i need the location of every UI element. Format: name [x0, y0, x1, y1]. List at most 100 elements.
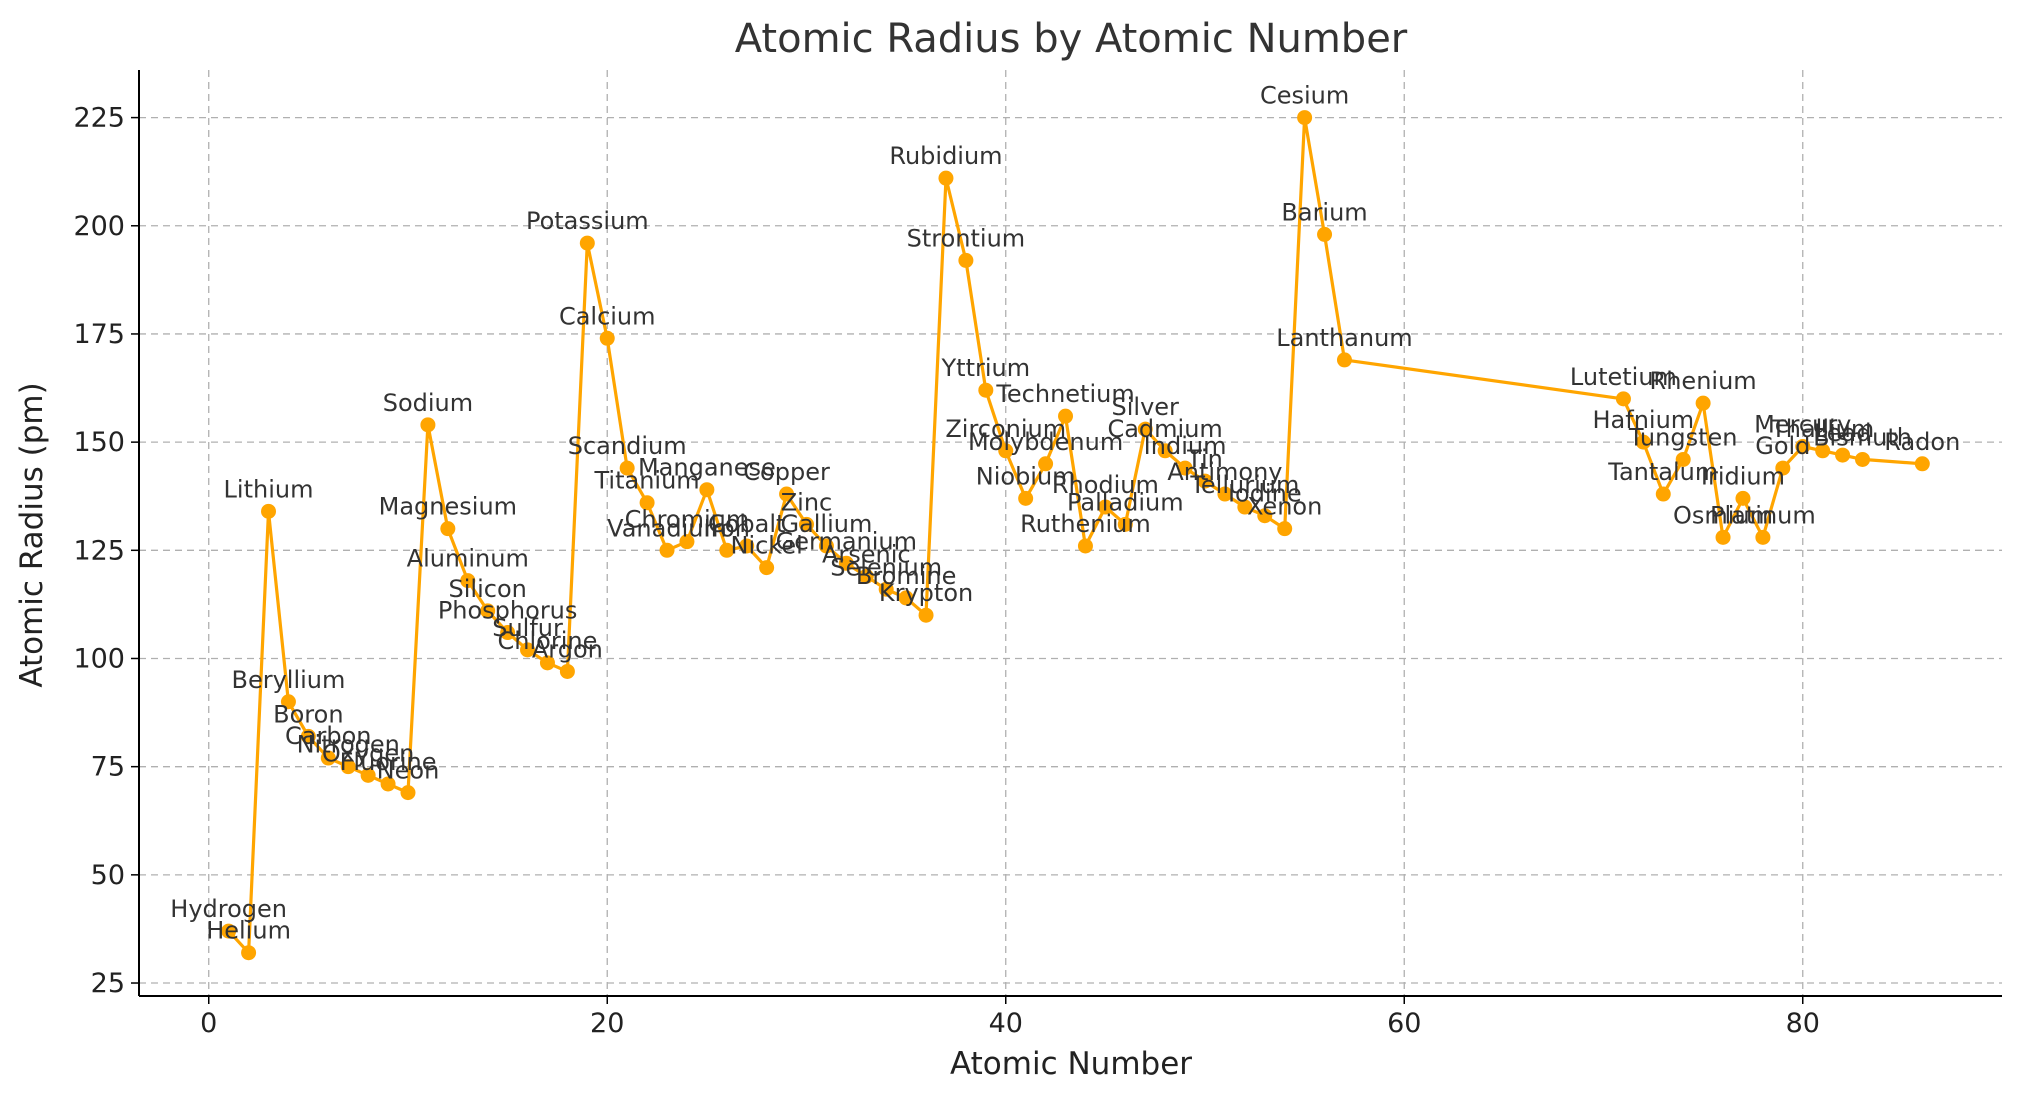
data-point-label: Magnesium [379, 493, 517, 521]
data-point [1197, 473, 1213, 489]
data-point-label: Cesium [1260, 82, 1349, 110]
data-point-label: Chromium [625, 506, 750, 534]
data-point-label: Mercury [1754, 410, 1851, 438]
y-axis-ticks: 25 50 75 100 125 150 175 200 225 [73, 103, 139, 999]
data-point-label: Cadmium [1107, 415, 1222, 443]
data-point [1157, 443, 1173, 459]
data-point [958, 252, 974, 268]
data-point [619, 460, 635, 476]
data-point [440, 521, 456, 537]
series-line-group [221, 110, 1930, 961]
data-point [818, 538, 834, 554]
data-point-label: Arsenic [822, 540, 911, 568]
x-axis-label: Atomic Number [950, 1046, 1192, 1082]
data-point-label: Lithium [224, 475, 314, 503]
data-point-label: Tungsten [1628, 423, 1738, 451]
data-point-label: Hafnium [1593, 406, 1695, 434]
data-point [1655, 486, 1671, 502]
data-point [1038, 456, 1054, 472]
data-point [599, 330, 615, 346]
data-point-label: Gallium [780, 510, 872, 538]
data-point [838, 555, 854, 571]
data-point-label: Zirconium [945, 415, 1066, 443]
data-point-label: Lutetium [1570, 363, 1677, 391]
data-point-label: Iodine [1228, 480, 1302, 508]
data-point [759, 560, 775, 576]
data-point [1217, 486, 1233, 502]
data-point-label: Oxygen [322, 739, 415, 767]
data-point [858, 568, 874, 584]
axes [138, 70, 2002, 997]
data-point-label: Krypton [879, 579, 973, 607]
data-point [978, 382, 994, 398]
data-point [998, 443, 1014, 459]
data-point [520, 642, 536, 658]
data-point [500, 625, 516, 641]
grid-lines [139, 70, 2002, 996]
x-tick-label: 0 [200, 1008, 217, 1039]
data-point-label: Palladium [1067, 488, 1184, 516]
data-point-label: Ruthenium [1020, 510, 1151, 538]
x-axis-ticks: 0 20 40 60 80 [200, 996, 1820, 1039]
data-point-label: Manganese [638, 454, 776, 482]
data-point-label: Lead [1814, 419, 1872, 447]
data-point-label: Carbon [285, 722, 371, 750]
data-point [1635, 434, 1651, 450]
data-point [1615, 391, 1631, 407]
data-point [699, 482, 715, 498]
data-point [1795, 438, 1811, 454]
data-point [480, 603, 496, 619]
data-point [1835, 447, 1851, 463]
data-point-label: Silicon [449, 575, 527, 603]
data-point [739, 538, 755, 554]
y-tick-label: 175 [73, 319, 125, 350]
data-point-label: Yttrium [941, 354, 1031, 382]
data-point [1675, 451, 1691, 467]
data-point [380, 776, 396, 792]
data-point-label: Potassium [526, 207, 649, 235]
data-point-label: Sulfur [492, 614, 563, 642]
data-point [1297, 110, 1313, 126]
x-tick-label: 80 [1786, 1008, 1820, 1039]
data-point-label: Chlorine [498, 627, 598, 655]
data-point [1177, 460, 1193, 476]
data-point [241, 945, 257, 961]
chart-title: Atomic Radius by Atomic Number [735, 16, 1408, 62]
y-axis-label: Atomic Radius (pm) [14, 382, 50, 687]
data-point-label: Sodium [383, 389, 473, 417]
y-tick-label: 25 [91, 968, 125, 999]
data-point-label: Osmium [1673, 501, 1773, 529]
data-point [1775, 460, 1791, 476]
data-point-label: Scandium [568, 432, 687, 460]
data-point [719, 542, 735, 558]
data-point-label: Bromine [856, 562, 957, 590]
data-point [659, 542, 675, 558]
x-tick-label: 20 [590, 1008, 624, 1039]
data-point-label: Zinc [781, 488, 833, 516]
data-point [1336, 352, 1352, 368]
data-point-label: Niobium [976, 462, 1076, 490]
data-point-label: Platinum [1710, 501, 1816, 529]
y-tick-label: 200 [73, 211, 125, 242]
data-point [1855, 451, 1871, 467]
x-tick-label: 40 [989, 1008, 1023, 1039]
data-point-label: Bismuth [1813, 423, 1912, 451]
data-point-label: Rhodium [1052, 471, 1159, 499]
data-point-label: Fluorine [340, 748, 437, 776]
data-point [400, 785, 416, 801]
data-point [938, 170, 954, 186]
data-point [1257, 508, 1273, 524]
data-point-label: Copper [743, 458, 830, 486]
data-point [639, 495, 655, 511]
data-point-label: Technetium [995, 380, 1134, 408]
data-point [1137, 421, 1153, 437]
data-point [300, 728, 316, 744]
data-point-label: Nitrogen [297, 731, 400, 759]
data-point-label: Iridium [1701, 462, 1785, 490]
data-point-label: Aluminum [407, 545, 529, 573]
data-point-label: Gold [1755, 432, 1810, 460]
data-point [1077, 538, 1093, 554]
data-point [1914, 456, 1930, 472]
data-point [261, 503, 277, 519]
